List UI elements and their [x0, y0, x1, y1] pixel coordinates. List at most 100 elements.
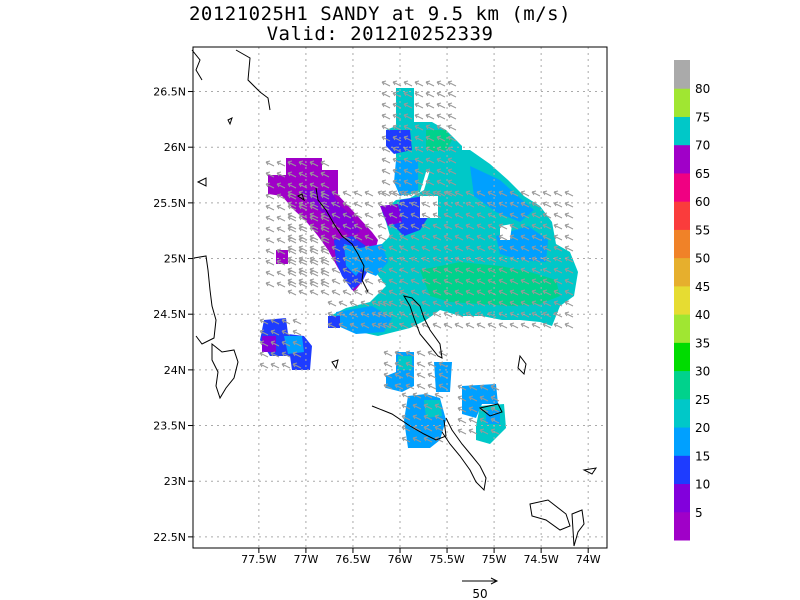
wind-vector — [498, 267, 508, 274]
wind-vector — [553, 289, 563, 296]
wind-vector — [388, 223, 398, 230]
wind-vector — [388, 322, 398, 329]
wind-vector — [438, 350, 448, 357]
wind-vector — [276, 171, 286, 178]
coastline-cat-island — [402, 295, 443, 359]
wind-vector — [416, 361, 426, 368]
coastline-long-island — [371, 405, 487, 492]
wind-vector — [327, 322, 337, 329]
wind-vector — [364, 256, 374, 263]
wind-vector — [371, 322, 381, 329]
wind-vector — [412, 436, 422, 443]
wind-vector — [276, 270, 286, 277]
wind-vector — [287, 182, 297, 189]
wind-vector — [425, 102, 435, 109]
wind-vector — [425, 80, 435, 87]
wind-vector — [405, 361, 415, 368]
wind-vector — [364, 245, 374, 252]
wind-vector — [490, 428, 500, 435]
wind-vector — [377, 278, 387, 285]
wind-vector — [436, 102, 446, 109]
wind-vector — [292, 318, 302, 325]
wind-vector — [416, 372, 426, 379]
wind-vector — [392, 113, 402, 120]
wind-vector — [364, 289, 374, 296]
wind-vector — [443, 212, 453, 219]
wind-vector — [410, 289, 420, 296]
wind-vector — [479, 384, 489, 391]
wind-vector — [364, 212, 374, 219]
coastline-cuba-keys — [211, 342, 239, 400]
wind-vector — [479, 395, 489, 402]
wind-vector — [265, 259, 275, 266]
wind-vector — [353, 267, 363, 274]
wind-vector — [454, 278, 464, 285]
wind-vector — [520, 311, 530, 318]
wind-vector — [465, 289, 475, 296]
wind-vector — [287, 171, 297, 178]
wind-vector — [320, 234, 330, 241]
wind-vector — [392, 124, 402, 131]
wind-vector — [320, 281, 330, 288]
wind-vector — [364, 278, 374, 285]
colorbar-swatch — [674, 398, 690, 428]
wind-vector — [287, 212, 297, 219]
wind-vector — [509, 267, 519, 274]
wind-speed-field — [260, 88, 578, 448]
wind-vector — [487, 190, 497, 197]
wind-vector — [377, 212, 387, 219]
wind-vector — [381, 113, 391, 120]
latitude-labels: 26.5N 26N 25.5N 25N 24.5N 24N 23.5N 23N 22.5N — [153, 86, 193, 544]
wind-vector — [410, 201, 420, 208]
wind-vector — [399, 212, 409, 219]
wind-vector — [281, 362, 291, 369]
colorbar-label: 25 — [695, 393, 710, 407]
wind-vector — [298, 278, 308, 285]
wind-vector — [270, 318, 280, 325]
wind-vector — [349, 300, 359, 307]
wind-vector — [436, 124, 446, 131]
wind-vector — [383, 383, 393, 390]
wind-vector — [309, 223, 319, 230]
wind-vector — [454, 267, 464, 274]
wind-vector — [447, 113, 457, 120]
colorbar-swatch — [674, 229, 690, 259]
wind-vector — [309, 281, 319, 288]
wind-vector — [309, 245, 319, 252]
wind-vector — [498, 300, 508, 307]
wind-vector — [287, 281, 297, 288]
wind-vector — [465, 190, 475, 197]
wind-vector — [405, 350, 415, 357]
wind-vector — [381, 179, 391, 186]
colorbar-label: 80 — [695, 82, 710, 96]
colorbar-swatch — [674, 172, 690, 202]
wind-vector — [421, 278, 431, 285]
wind-vector — [436, 80, 446, 87]
wind-vector — [371, 300, 381, 307]
wind-vector — [338, 311, 348, 318]
coastline-west — [193, 177, 217, 345]
wind-vector — [454, 234, 464, 241]
wind-vector — [276, 160, 286, 167]
valid-time: Valid: 201210252339 — [266, 23, 494, 45]
wind-vector — [432, 267, 442, 274]
wind-vector — [438, 372, 448, 379]
wind-vector — [410, 212, 420, 219]
wind-vector — [388, 278, 398, 285]
lat-label: 24N — [164, 364, 186, 377]
wind-vector — [564, 278, 574, 285]
lat-label: 23.5N — [153, 420, 186, 433]
wind-vector — [487, 289, 497, 296]
colorbar-label: 60 — [695, 195, 710, 209]
wind-vector — [427, 350, 437, 357]
wind-vector — [487, 278, 497, 285]
wind-vector — [479, 417, 489, 424]
wind-vector — [309, 237, 319, 244]
wind-vector — [320, 190, 330, 197]
wind-vector — [553, 300, 563, 307]
wind-vector — [338, 322, 348, 329]
wind-vector — [405, 383, 415, 390]
wind-vector — [531, 245, 541, 252]
wind-vector — [436, 113, 446, 120]
wind-vector — [432, 212, 442, 219]
